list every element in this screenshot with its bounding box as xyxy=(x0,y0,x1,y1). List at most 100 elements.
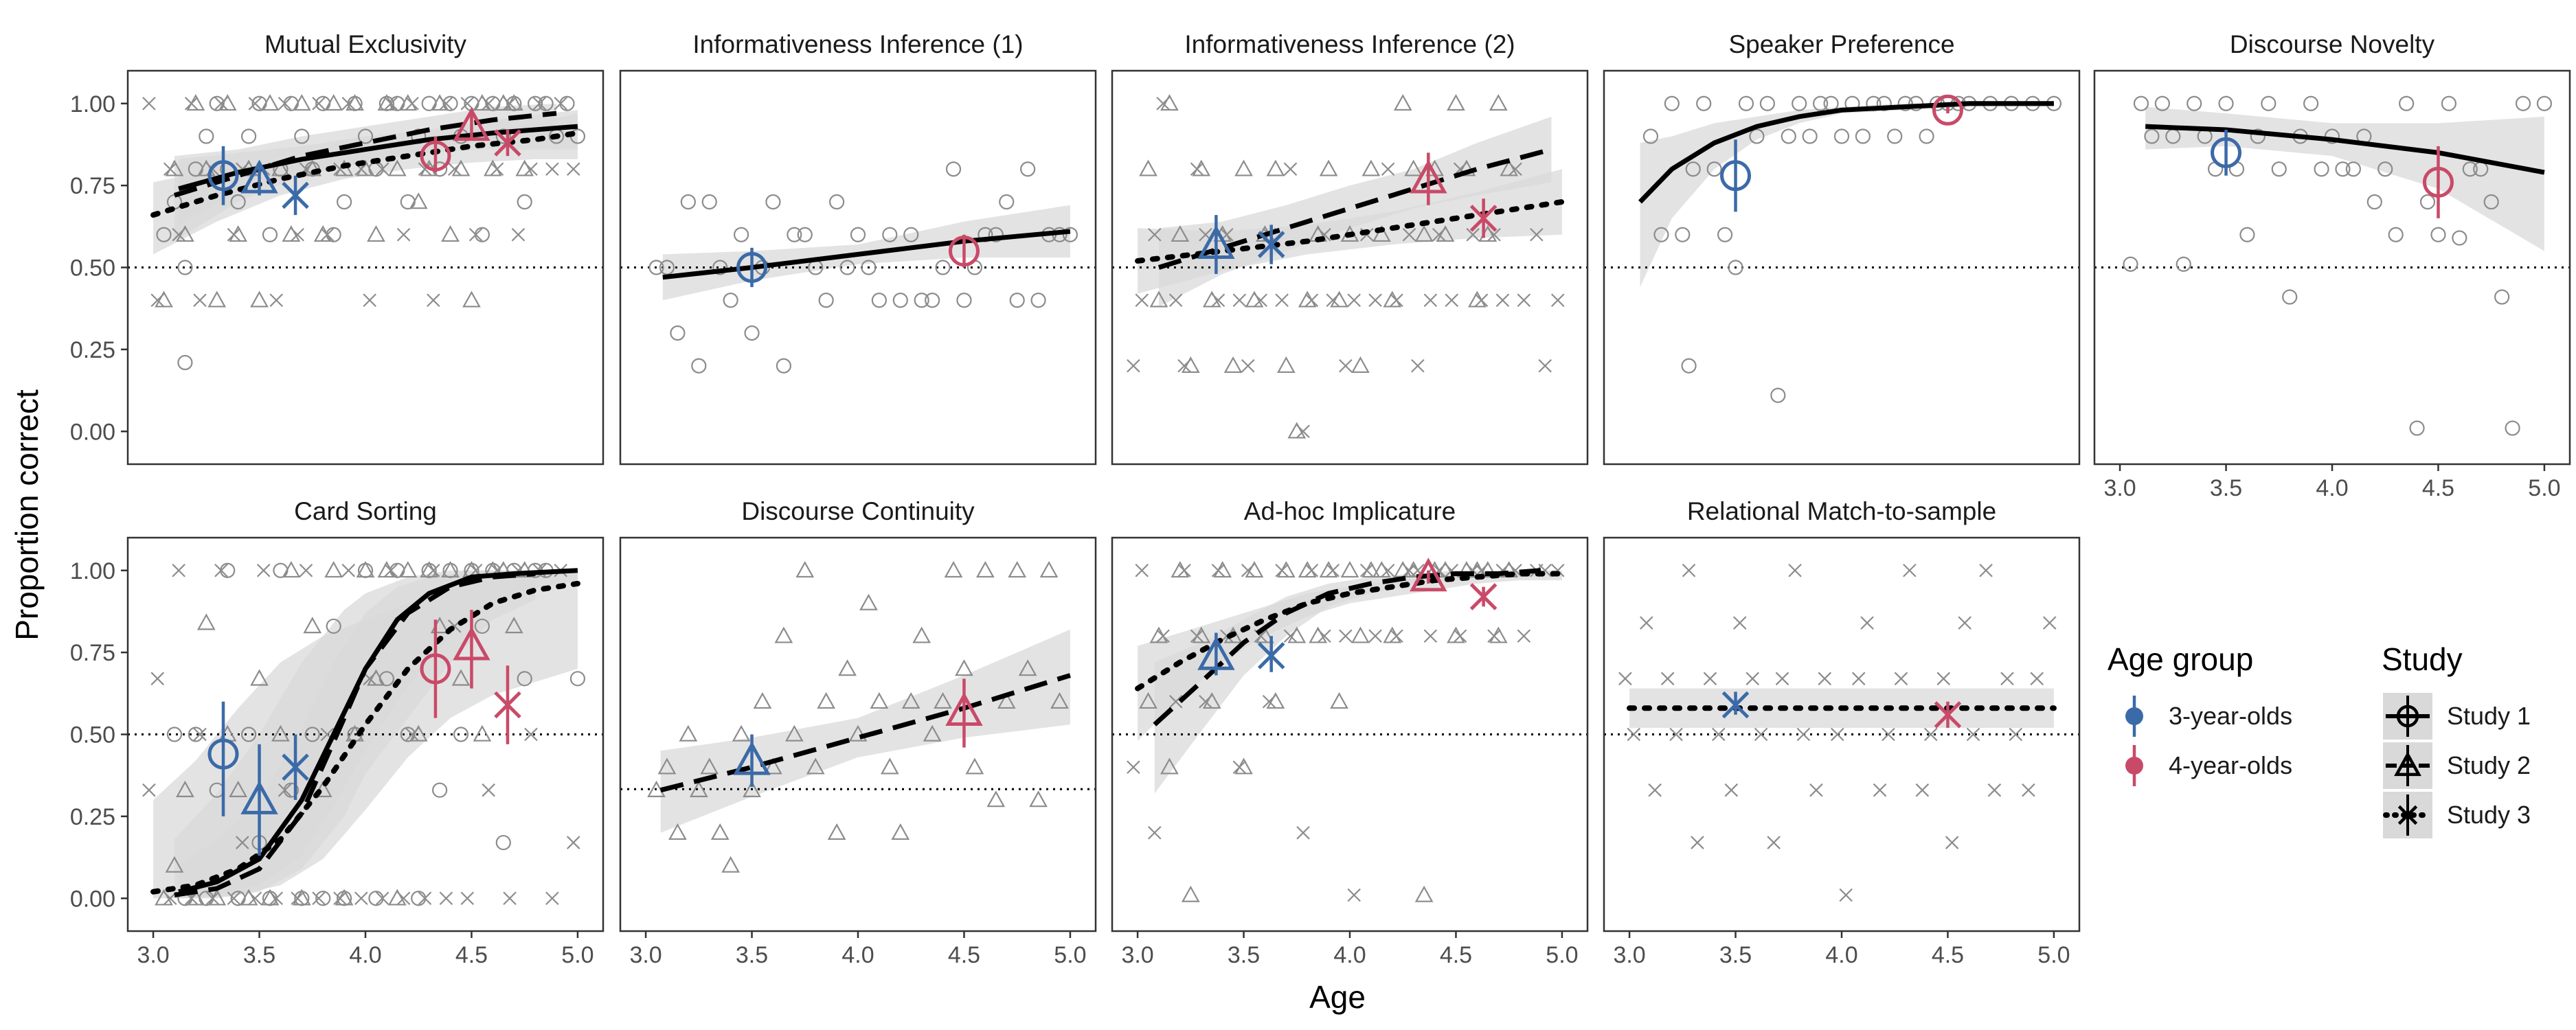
group-mean-study-2 xyxy=(1410,558,1447,592)
group-mean-study-2 xyxy=(1197,632,1235,676)
raw-point-study-2 xyxy=(292,93,311,111)
legend-study-item: Study 2 xyxy=(2383,742,2531,789)
x-tick-label: 4.0 xyxy=(1333,942,1366,968)
raw-point-study-3 xyxy=(1851,672,1866,686)
raw-point-study-1 xyxy=(1675,227,1691,242)
mean-marker xyxy=(494,129,521,157)
group-mean-study-2 xyxy=(453,610,490,689)
legend-study-marker xyxy=(2394,751,2421,777)
raw-point-study-1 xyxy=(2261,95,2276,111)
y-tick-label: 0.25 xyxy=(70,337,115,363)
raw-point-study-1 xyxy=(2388,227,2404,242)
raw-point-study-2 xyxy=(176,780,194,797)
raw-point-study-2 xyxy=(784,724,804,742)
raw-point-study-2 xyxy=(997,691,1016,709)
raw-point-study-2 xyxy=(944,560,963,578)
raw-point-study-2 xyxy=(1393,93,1412,111)
raw-point-study-2 xyxy=(1266,159,1285,176)
raw-point-study-2 xyxy=(1340,560,1359,578)
raw-point-study-2 xyxy=(1276,356,1296,374)
x-tick-label: 4.5 xyxy=(2422,475,2454,501)
raw-point-study-1 xyxy=(850,227,866,242)
group-mean-study-3 xyxy=(1934,701,1962,729)
raw-point-study-2 xyxy=(207,290,227,308)
y-tick-label: 0.75 xyxy=(70,640,115,666)
y-tick-label: 0.00 xyxy=(70,886,115,912)
raw-point-study-3 xyxy=(205,891,220,906)
raw-point-study-3 xyxy=(1987,783,2002,797)
panel-title: Informativeness Inference (2) xyxy=(1184,30,1515,58)
x-tick-label: 3.5 xyxy=(2210,475,2242,501)
panel-7: Discourse Continuity 3.0 3.5 4.0 4.5 5.0 xyxy=(619,497,1097,968)
raw-point-study-3 xyxy=(1275,293,1289,308)
raw-point-study-1 xyxy=(988,227,1004,242)
raw-point-study-3 xyxy=(405,727,419,742)
raw-point-study-2 xyxy=(367,669,385,686)
raw-point-study-2 xyxy=(934,691,952,709)
raw-point-study-3 xyxy=(1199,694,1212,709)
raw-point-study-2 xyxy=(1039,560,1059,578)
raw-point-study-2 xyxy=(165,856,184,873)
raw-point-study-3 xyxy=(1839,888,1853,902)
raw-point-study-2 xyxy=(668,823,687,840)
raw-point-study-1 xyxy=(1062,227,1078,242)
panel-1: Mutual Exclusivity 0.00 0.25 0.50 0.75 1.00 xyxy=(70,30,605,466)
raw-point-study-3 xyxy=(1127,358,1140,373)
mean-marker xyxy=(1257,231,1285,258)
x-tick-label: 5.0 xyxy=(561,942,594,968)
raw-point-study-2 xyxy=(880,757,899,775)
raw-point-study-3 xyxy=(1640,616,1653,630)
legend-age-swatch xyxy=(2125,757,2143,775)
legend-age-swatch xyxy=(2125,707,2143,725)
raw-point-study-3 xyxy=(1509,162,1522,176)
group-mean-study-1 xyxy=(2422,146,2454,218)
raw-point-study-3 xyxy=(236,836,249,849)
raw-point-study-3 xyxy=(1283,629,1298,643)
raw-point-study-2 xyxy=(398,560,418,578)
plot-area xyxy=(1112,93,1588,439)
raw-point-study-3 xyxy=(1411,358,1425,373)
mean-marker xyxy=(1257,642,1285,670)
raw-point-study-3 xyxy=(1368,293,1382,308)
mean-marker xyxy=(494,691,521,719)
raw-point-study-3 xyxy=(354,891,368,906)
raw-point-study-1 xyxy=(1696,95,1712,111)
raw-point-study-1 xyxy=(2483,194,2499,210)
raw-point-study-1 xyxy=(528,95,543,111)
raw-point-study-3 xyxy=(1712,727,1726,742)
raw-point-study-1 xyxy=(495,128,511,144)
raw-point-study-3 xyxy=(1241,563,1255,577)
raw-point-study-3 xyxy=(1754,727,1768,742)
raw-point-study-2 xyxy=(859,593,878,610)
raw-point-study-2 xyxy=(827,823,846,840)
raw-point-study-3 xyxy=(1211,563,1225,577)
raw-point-study-3 xyxy=(1318,629,1331,643)
legend-age-item: 4-year-olds xyxy=(2125,745,2292,786)
raw-point-study-1 xyxy=(871,293,887,308)
raw-point-study-1 xyxy=(177,260,193,275)
confidence-band-study-2 xyxy=(660,629,1070,833)
raw-point-study-1 xyxy=(1706,161,1722,177)
raw-point-study-3 xyxy=(545,891,559,906)
raw-point-study-1 xyxy=(723,293,738,308)
raw-point-study-3 xyxy=(1767,836,1781,849)
raw-point-study-2 xyxy=(387,159,407,176)
mean-marker xyxy=(420,140,451,172)
raw-point-study-3 xyxy=(545,162,559,176)
raw-point-study-2 xyxy=(955,659,973,676)
raw-point-study-2 xyxy=(303,617,322,634)
raw-point-study-3 xyxy=(2009,727,2023,742)
raw-point-study-1 xyxy=(956,293,972,308)
raw-point-study-1 xyxy=(945,161,962,177)
raw-point-study-3 xyxy=(1347,888,1361,902)
raw-point-study-2 xyxy=(494,93,513,111)
raw-point-study-3 xyxy=(1423,629,1438,643)
raw-point-study-3 xyxy=(1550,293,1565,308)
raw-point-study-2 xyxy=(1029,790,1048,808)
raw-point-study-1 xyxy=(2239,227,2255,242)
plot-area xyxy=(128,93,603,371)
raw-point-study-3 xyxy=(1703,672,1717,686)
raw-point-study-1 xyxy=(156,227,172,242)
plot-area xyxy=(128,560,603,906)
raw-point-study-3 xyxy=(1432,227,1446,242)
